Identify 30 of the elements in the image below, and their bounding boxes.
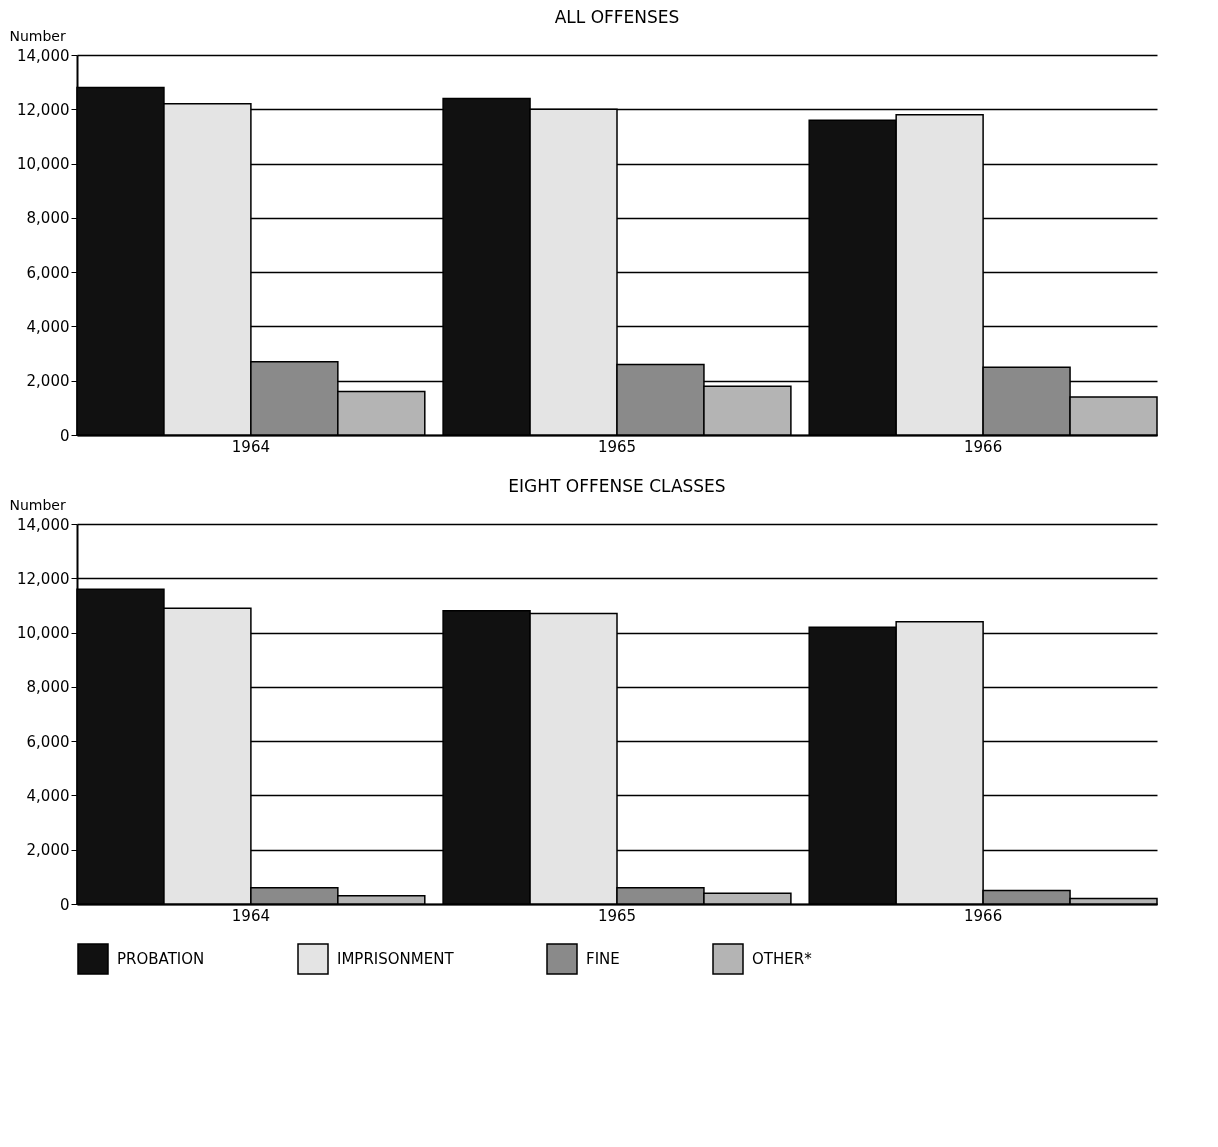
y-tick-label: 8,000 (26, 678, 70, 697)
y-tick-label: 14,000 (17, 46, 70, 65)
y-tick-label: 0 (59, 895, 70, 914)
x-tick-label: 1964 (231, 437, 270, 456)
x-tick-label: 1965 (597, 906, 637, 925)
legend-label: IMPRISONMENT (337, 950, 455, 968)
y-tick-label: 2,000 (26, 841, 70, 860)
y-tick-label: 12,000 (17, 569, 70, 588)
y-tick-label: 14,000 (17, 515, 70, 534)
y-tick-label: 8,000 (26, 209, 70, 228)
x-tick-label: 1966 (964, 437, 1003, 456)
x-tick-label: 1966 (964, 906, 1003, 925)
chart-title: EIGHT OFFENSE CLASSES (508, 476, 726, 496)
legend-label: OTHER* (752, 950, 813, 968)
y-axis-title: Number (9, 27, 66, 44)
y-tick-label: 4,000 (26, 786, 70, 805)
y-tick-label: 12,000 (17, 100, 70, 119)
x-tick-label: 1965 (597, 437, 637, 456)
x-tick-label: 1964 (231, 906, 270, 925)
legend-label: FINE (586, 950, 620, 968)
y-tick-label: 6,000 (26, 732, 70, 751)
y-tick-label: 6,000 (26, 263, 70, 282)
y-tick-label: 10,000 (17, 624, 70, 643)
y-axis-title: Number (9, 496, 66, 513)
y-tick-label: 10,000 (17, 155, 70, 174)
y-tick-label: 0 (59, 426, 70, 445)
chart-title: ALL OFFENSES (554, 7, 680, 27)
legend-label: PROBATION (117, 950, 205, 968)
y-tick-label: 2,000 (26, 372, 70, 391)
y-tick-label: 4,000 (26, 317, 70, 336)
